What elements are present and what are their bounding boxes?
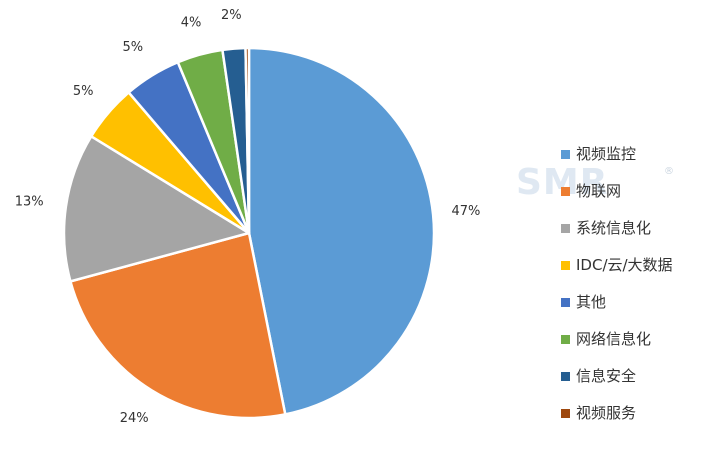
legend-swatch-4 xyxy=(561,261,570,270)
legend-swatch-8 xyxy=(561,409,570,418)
legend-item-6: 网络信息化 xyxy=(561,330,711,367)
legend-label-2: 物联网 xyxy=(576,182,622,200)
pie-slice-1 xyxy=(247,46,436,416)
legend-item-4: IDC/云/大数据 xyxy=(561,256,711,293)
legend-swatch-3 xyxy=(561,224,570,233)
legend-swatch-7 xyxy=(561,372,570,381)
legend-swatch-1 xyxy=(561,150,570,159)
legend-item-1: 视频监控 xyxy=(561,145,711,182)
legend-swatch-2 xyxy=(561,187,570,196)
pie-slice-8 xyxy=(244,46,251,235)
pie-slice-3 xyxy=(62,135,251,283)
watermark-right: SMR xyxy=(516,162,609,203)
legend-label-4: IDC/云/大数据 xyxy=(576,256,673,274)
pie-label-6: 4% xyxy=(181,15,202,30)
legend-item-3: 系统信息化 xyxy=(561,219,711,256)
legend-label-7: 信息安全 xyxy=(576,367,637,385)
pie-label-4: 5% xyxy=(73,84,94,99)
legend-swatch-5 xyxy=(561,298,570,307)
legend-label-8: 视频服务 xyxy=(576,404,637,422)
legend-label-3: 系统信息化 xyxy=(576,219,652,237)
legend-label-5: 其他 xyxy=(576,293,607,311)
pie-label-2: 24% xyxy=(120,411,149,426)
legend-item-5: 其他 xyxy=(561,293,711,330)
watermark-right-mark: ® xyxy=(664,166,674,177)
legend: 视频监控物联网系统信息化 IDC/云/大数据 其他网络信息化信息安全视频服务 xyxy=(561,145,711,441)
legend-item-2: 物联网 xyxy=(561,182,711,219)
pie-label-5: 5% xyxy=(122,40,143,55)
pie-label-1: 47% xyxy=(451,204,480,219)
pie-slice-2 xyxy=(69,231,287,420)
legend-item-8: 视频服务 xyxy=(561,404,711,441)
legend-swatch-6 xyxy=(561,335,570,344)
legend-label-6: 网络信息化 xyxy=(576,330,652,348)
legend-label-1: 视频监控 xyxy=(576,145,637,163)
pie-label-7: 2% xyxy=(221,8,242,23)
legend-item-7: 信息安全 xyxy=(561,367,711,404)
pie-label-3: 13% xyxy=(15,195,44,210)
